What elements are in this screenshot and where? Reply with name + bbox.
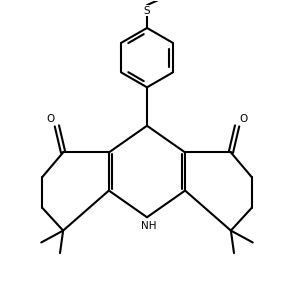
Text: O: O xyxy=(46,114,54,124)
Text: NH: NH xyxy=(141,221,156,231)
Text: O: O xyxy=(240,114,248,124)
Text: S: S xyxy=(144,6,150,16)
